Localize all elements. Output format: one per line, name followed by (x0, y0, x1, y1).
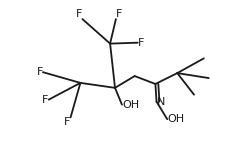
Text: OH: OH (166, 114, 184, 124)
Text: F: F (115, 9, 122, 19)
Text: N: N (156, 97, 164, 107)
Text: OH: OH (122, 100, 138, 110)
Text: F: F (137, 38, 144, 48)
Text: F: F (42, 95, 49, 105)
Text: F: F (36, 67, 43, 77)
Text: F: F (76, 9, 82, 19)
Text: F: F (64, 117, 70, 127)
